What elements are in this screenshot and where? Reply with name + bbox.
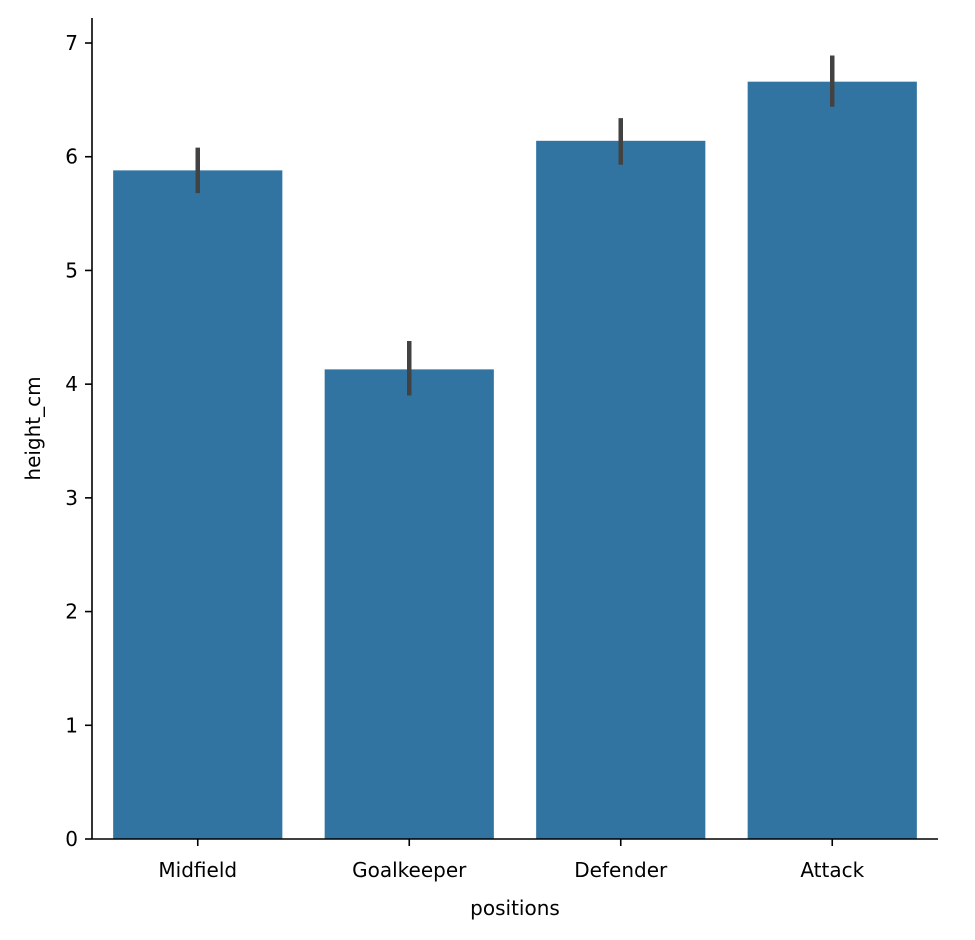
y-tick-label: 0 — [65, 827, 78, 851]
bars-layer — [113, 81, 917, 840]
bar-defender — [536, 140, 706, 840]
y-ticks: 0 1 2 3 4 5 6 7 — [65, 31, 92, 851]
x-tick-label: Defender — [574, 858, 668, 882]
x-tick-label: Midfield — [158, 858, 237, 882]
y-tick-label: 1 — [65, 713, 78, 737]
bar-goalkeeper — [324, 369, 494, 839]
y-tick-label: 5 — [65, 258, 78, 282]
x-tick-label: Goalkeeper — [352, 858, 467, 882]
x-axis-label: positions — [470, 896, 560, 920]
x-tick-label: Attack — [800, 858, 864, 882]
y-tick-label: 6 — [65, 145, 78, 169]
axes-layer — [91, 18, 938, 840]
y-axis-label: height_cm — [21, 376, 45, 480]
y-tick-label: 4 — [65, 372, 78, 396]
bar-midfield — [113, 170, 283, 839]
error-bars-layer — [195, 55, 835, 396]
bar-attack — [747, 81, 917, 840]
y-tick-label: 7 — [65, 31, 78, 55]
y-tick-label: 2 — [65, 600, 78, 624]
x-ticks: Midfield Goalkeeper Defender Attack — [158, 839, 865, 882]
y-tick-label: 3 — [65, 486, 78, 510]
